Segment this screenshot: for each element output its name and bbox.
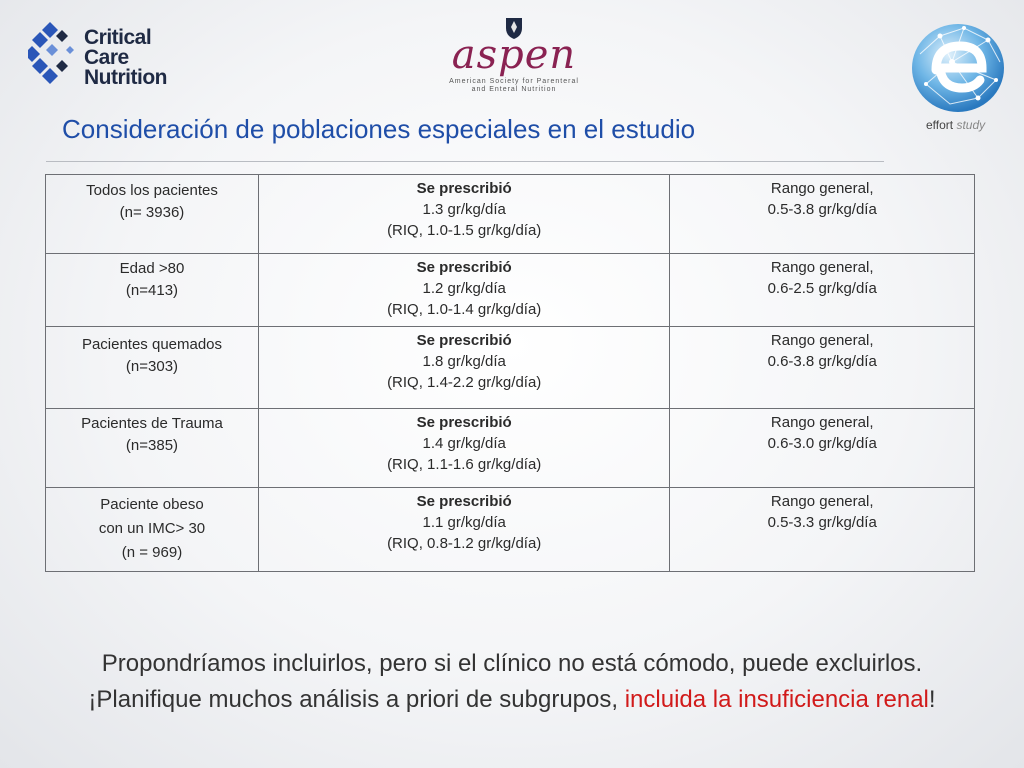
prescribed-cell: Se prescribió 1.1 gr/kg/día (RIQ, 0.8-1.2 … (257, 487, 671, 572)
prescribed-value: 1.3 gr/kg/día (422, 201, 506, 218)
critical-care-nutrition-logo: Critical Care Nutrition (28, 16, 188, 89)
prescribed-heading: Se prescribió (416, 259, 512, 276)
footer-line-1: Propondríamos incluirlos, pero si el clí… (101, 650, 923, 677)
population-text: (n = 969) (121, 544, 183, 561)
population-text: Pacientes quemados (81, 336, 223, 353)
table-row: Paciente obeso con un IMC> 30 (n = 969) Se … (45, 487, 975, 572)
prescribed-cell: Se prescribió 1.2 gr/kg/día (RIQ, 1.0-1.4 … (257, 253, 671, 327)
population-cell: Pacientes de Trauma (n=385) (45, 408, 259, 488)
prescribed-cell: Se prescribió 1.3 gr/kg/día (RIQ, 1.0-1.5 … (257, 174, 671, 254)
ccn-emblem-icon (28, 22, 74, 84)
prescribed-heading: Se prescribió (416, 332, 512, 349)
population-cell: Paciente obeso con un IMC> 30 (n = 969) (45, 487, 259, 572)
table-row: Pacientes quemados (n=303) Se prescribió 1.… (45, 326, 975, 409)
population-cell: Pacientes quemados (n=303) (45, 326, 259, 409)
range-text: 0.6-2.5 gr/kg/día (767, 280, 877, 297)
aspen-subtitle-2: and Enteral Nutrition (471, 86, 557, 93)
range-text: 0.5-3.8 gr/kg/día (767, 201, 877, 218)
prescribed-value: (RIQ, 1.0-1.5 gr/kg/día) (387, 222, 542, 239)
aspen-subtitle-1: American Society for Parenteral (449, 78, 579, 85)
effort-suffix: study (953, 118, 986, 132)
population-text: Paciente obeso (100, 496, 204, 513)
prescribed-value: (RIQ, 1.1-1.6 gr/kg/día) (387, 456, 542, 473)
footer-line-2: ¡Planifique muchos análisis a priori de … (0, 686, 1024, 714)
population-cell: Todos los pacientes (n= 3936) (45, 174, 259, 254)
footer-highlight: incluida la insuficiencia renal (624, 686, 929, 713)
table-row: Todos los pacientes (n= 3936) Se prescribi… (45, 174, 975, 254)
range-text: Rango general, (770, 493, 874, 510)
range-text: 0.5-3.3 gr/kg/día (767, 514, 877, 531)
range-text: Rango general, (770, 180, 874, 197)
prescribed-value: (RIQ, 1.4-2.2 gr/kg/día) (387, 374, 542, 391)
prescribed-value: (RIQ, 1.0-1.4 gr/kg/día) (387, 301, 542, 318)
prescribed-heading: Se prescribió (416, 493, 512, 510)
range-cell: Rango general, 0.5-3.8 gr/kg/día (669, 174, 975, 254)
aspen-wordmark: aspen (451, 32, 577, 78)
ccn-line-1: Critical Care (84, 26, 152, 69)
prescribed-cell: Se prescribió 1.8 gr/kg/día (RIQ, 1.4-2.2 … (257, 326, 671, 409)
prescribed-heading: Se prescribió (416, 414, 512, 431)
ccn-line-2: Nutrition (84, 66, 167, 89)
range-cell: Rango general, 0.5-3.3 gr/kg/día (669, 487, 975, 572)
range-text: Rango general, (770, 332, 874, 349)
population-text: (n=303) (125, 358, 179, 375)
footer-line-2-start: ¡Planifique muchos análisis a priori de … (88, 686, 625, 713)
aspen-logo: aspen American Society for Parenteral an… (424, 14, 604, 93)
title-divider (46, 161, 884, 162)
population-text: Edad >80 (119, 260, 185, 277)
range-text: Rango general, (770, 259, 874, 276)
population-text: (n= 3936) (119, 204, 185, 221)
range-cell: Rango general, 0.6-3.0 gr/kg/día (669, 408, 975, 488)
range-text: 0.6-3.8 gr/kg/día (767, 353, 877, 370)
prescribed-cell: Se prescribió 1.4 gr/kg/día (RIQ, 1.1-1.6 … (257, 408, 671, 488)
prescribed-heading: Se prescribió (416, 180, 512, 197)
effort-name: effort (926, 118, 954, 132)
slide-title: Consideración de poblaciones especiales … (62, 114, 696, 144)
range-cell: Rango general, 0.6-2.5 gr/kg/día (669, 253, 975, 327)
prescribed-value: 1.8 gr/kg/día (422, 353, 506, 370)
table-row: Edad >80 (n=413) Se prescribió 1.2 gr/kg/dí… (45, 253, 975, 327)
population-text: (n=385) (125, 437, 179, 454)
population-text: Pacientes de Trauma (81, 415, 223, 432)
prescribed-value: (RIQ, 0.8-1.2 gr/kg/día) (387, 535, 542, 552)
range-cell: Rango general, 0.6-3.8 gr/kg/día (669, 326, 975, 409)
prescribed-value: 1.1 gr/kg/día (422, 514, 506, 531)
population-text: (n=413) (125, 282, 179, 299)
range-text: Rango general, (770, 414, 874, 431)
range-text: 0.6-3.0 gr/kg/día (767, 435, 877, 452)
footer-line-2-end: ! (928, 686, 936, 713)
populations-table: Todos los pacientes (n= 3936) Se prescribi… (45, 174, 975, 572)
population-cell: Edad >80 (n=413) (45, 253, 259, 327)
population-text: con un IMC> 30 (98, 520, 206, 537)
population-text: Todos los pacientes (86, 182, 218, 199)
effort-globe-icon (912, 24, 1004, 112)
table-row: Pacientes de Trauma (n=385) Se prescribió 1… (45, 408, 975, 488)
prescribed-value: 1.4 gr/kg/día (422, 435, 506, 452)
prescribed-value: 1.2 gr/kg/día (422, 280, 506, 297)
aspen-crest-icon (506, 18, 522, 39)
effort-study-logo: effort study (906, 14, 1010, 136)
